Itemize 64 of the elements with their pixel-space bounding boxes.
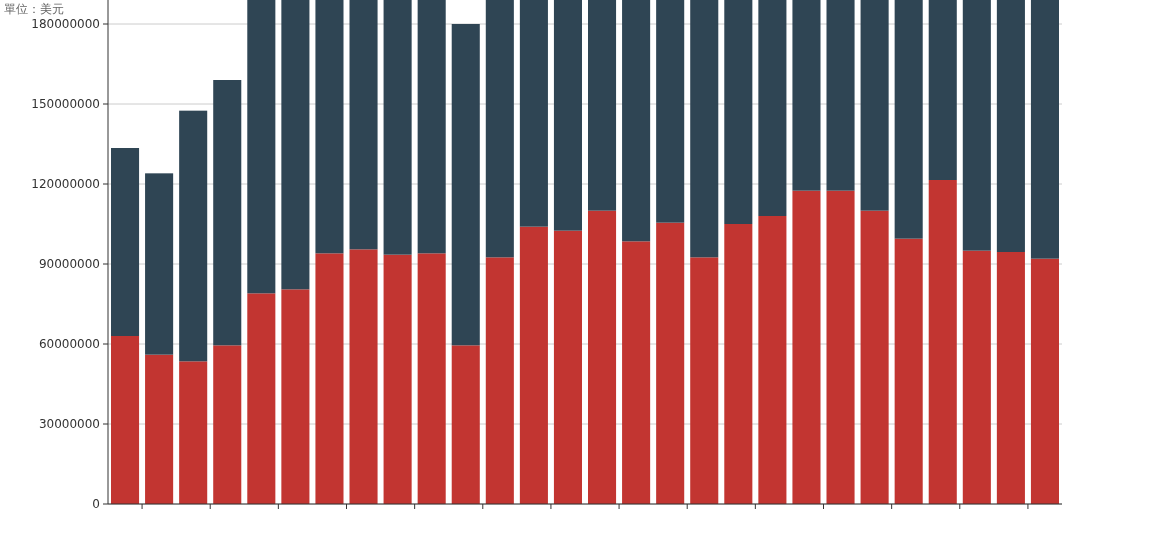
bar [724, 224, 753, 504]
bar [826, 190, 855, 504]
bar [519, 226, 548, 504]
bar [111, 336, 140, 504]
bar [315, 253, 344, 504]
bar [1030, 0, 1059, 259]
bar [622, 241, 651, 504]
bar [928, 180, 957, 504]
bar [485, 257, 514, 504]
bar [145, 173, 174, 355]
y-tick-label: 30000000 [38, 417, 100, 431]
bar [417, 253, 446, 504]
bar [349, 0, 378, 250]
bar [622, 0, 651, 242]
bar [758, 216, 787, 504]
bar [656, 0, 685, 223]
bar [145, 354, 174, 504]
bar [962, 0, 991, 251]
bar [996, 252, 1025, 504]
y-tick-label: 60000000 [38, 337, 100, 351]
bar [758, 0, 787, 216]
y-tick-label: 120000000 [31, 177, 100, 191]
bar [213, 80, 242, 346]
bar [792, 0, 821, 191]
bar [383, 254, 412, 504]
bar [247, 293, 276, 504]
bar [588, 210, 617, 504]
y-tick-label: 150000000 [31, 97, 100, 111]
bar [111, 148, 140, 336]
y-tick-label: 0 [92, 497, 100, 511]
bar [383, 0, 412, 255]
bar [724, 0, 753, 224]
bar [792, 190, 821, 504]
bar [179, 361, 208, 504]
bar [860, 210, 889, 504]
bar [826, 0, 855, 191]
bar [349, 249, 378, 504]
bar [1030, 258, 1059, 504]
bar [247, 0, 276, 294]
bar [656, 222, 685, 504]
bar [485, 0, 514, 258]
bar [996, 0, 1025, 252]
bar [553, 0, 582, 231]
bar [894, 0, 923, 239]
bar [928, 0, 957, 180]
y-tick-label: 180000000 [31, 17, 100, 31]
y-tick-label: 90000000 [38, 257, 100, 271]
bar [281, 289, 310, 504]
bar [315, 0, 344, 254]
bar [451, 24, 480, 346]
bar [962, 250, 991, 504]
y-axis-title: 單位：美元 [4, 2, 64, 16]
bar [894, 238, 923, 504]
bar [690, 257, 719, 504]
bar [281, 0, 310, 290]
bar [588, 0, 617, 211]
bar [553, 230, 582, 504]
bar [417, 0, 446, 254]
bar [860, 0, 889, 211]
bar [213, 345, 242, 504]
bar [179, 110, 208, 362]
bar [451, 345, 480, 504]
bar [690, 0, 719, 258]
bar [519, 0, 548, 227]
